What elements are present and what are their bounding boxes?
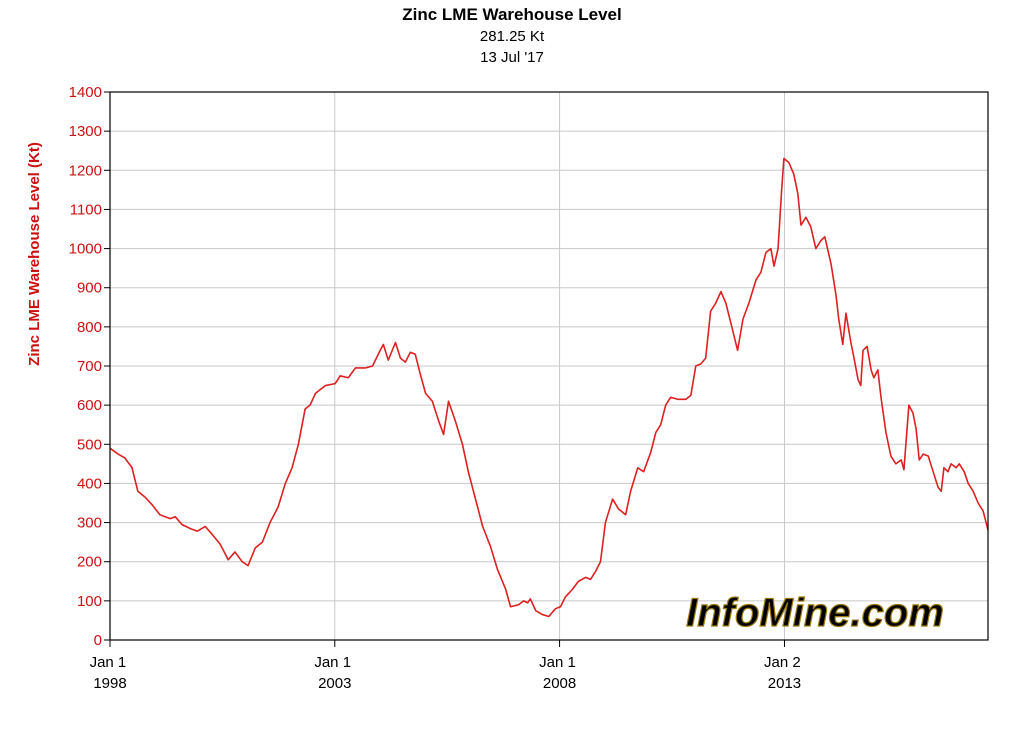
x-tick-label: Jan 1 2003: [314, 654, 355, 692]
y-tick-label: 1000: [69, 241, 102, 258]
y-tick-label: 1200: [69, 162, 102, 179]
y-tick-label: 600: [77, 397, 102, 414]
y-tick-label: 800: [77, 319, 102, 336]
y-tick-label: 700: [77, 358, 102, 375]
x-tick-label: Jan 1 2008: [539, 654, 580, 692]
y-tick-label: 1400: [69, 84, 102, 101]
x-tick-label: Jan 1 1998: [90, 654, 131, 692]
data-line: [109, 157, 989, 618]
y-tick-label: 300: [77, 515, 102, 532]
y-tick-label: 400: [77, 475, 102, 492]
x-tick-label: Jan 2 2013: [764, 654, 805, 692]
y-tick-label: 1100: [70, 201, 102, 218]
y-tick-label: 1300: [69, 123, 102, 140]
chart-title: Zinc LME Warehouse Level: [402, 5, 621, 24]
y-tick-label: 500: [77, 436, 102, 453]
y-axis-label: Zinc LME Warehouse Level (Kt): [26, 142, 43, 366]
chart-subtitle: 13 Jul '17: [480, 49, 544, 66]
plot-frame: [109, 91, 989, 641]
y-tick-label: 0: [94, 632, 102, 649]
chart-subtitle: 281.25 Kt: [480, 28, 545, 45]
y-tick-label: 200: [77, 554, 102, 571]
watermark: InfoMine.com: [686, 591, 944, 635]
y-tick-label: 900: [77, 280, 102, 297]
y-tick-label: 100: [77, 593, 102, 610]
